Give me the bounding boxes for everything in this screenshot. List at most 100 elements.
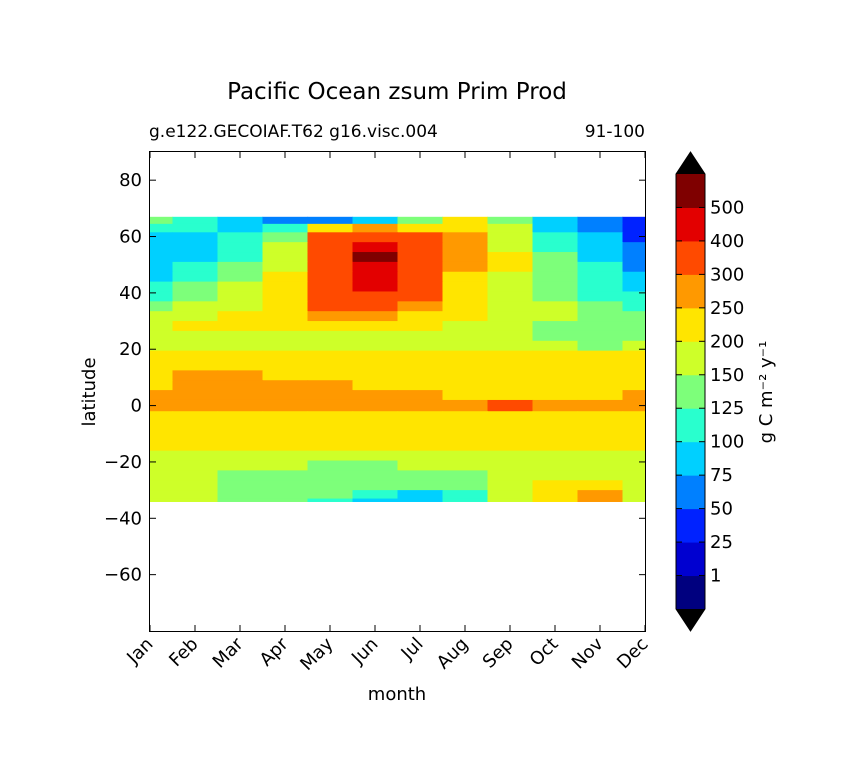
heatmap-cell <box>262 490 309 500</box>
heatmap-cell <box>150 421 174 432</box>
heatmap-cell <box>262 301 309 312</box>
heatmap-cell <box>487 216 534 225</box>
heatmap-cell <box>532 301 579 312</box>
heatmap-cell <box>172 450 219 462</box>
heatmap-cell <box>150 291 174 302</box>
heatmap-cell <box>352 232 399 243</box>
heatmap-cell <box>622 430 646 442</box>
colorbar-segment <box>676 274 705 309</box>
heatmap-cell <box>397 301 444 312</box>
heatmap-cell <box>487 301 534 312</box>
heatmap-cell <box>262 242 309 253</box>
heatmap-cell <box>532 450 579 462</box>
heatmap-cell <box>150 360 174 371</box>
heatmap-cell <box>442 411 489 422</box>
heatmap-cell <box>577 399 624 412</box>
colorbar-segment <box>676 475 705 510</box>
colorbar-tick-label: 400 <box>710 231 744 252</box>
heatmap-cell <box>172 321 219 332</box>
colorbar-segment <box>676 341 705 376</box>
heatmap-cell <box>352 370 399 381</box>
heatmap-cell <box>262 430 309 442</box>
heatmap-cell <box>217 261 264 273</box>
heatmap-cell <box>352 261 399 273</box>
heatmap-cell <box>442 291 489 302</box>
heatmap-cell <box>622 411 646 422</box>
heatmap-cell <box>622 450 646 462</box>
heatmap-cell <box>352 360 399 371</box>
heatmap-cell <box>262 223 309 233</box>
heatmap-cell <box>352 301 399 312</box>
heatmap-cell <box>532 261 579 273</box>
heatmap-cell <box>150 330 174 342</box>
heatmap-cell <box>172 232 219 243</box>
heatmap-cell <box>172 440 219 452</box>
heatmap-cell <box>487 340 534 352</box>
heatmap-cell <box>487 399 534 412</box>
heatmap-cell <box>217 450 264 462</box>
heatmap-cell <box>622 380 646 391</box>
heatmap-cell <box>352 411 399 422</box>
heatmap-cell <box>397 350 444 362</box>
heatmap-cell <box>397 330 444 342</box>
heatmap-cell <box>307 252 354 263</box>
heatmap-cell <box>532 430 579 442</box>
colorbar-segment <box>676 307 705 342</box>
heatmap-cell <box>532 490 579 500</box>
heatmap-cell <box>397 223 444 233</box>
heatmap-cell <box>622 216 646 225</box>
heatmap-cell <box>442 450 489 462</box>
heatmap-cell <box>487 281 534 293</box>
heatmap-cell <box>352 498 399 502</box>
heatmap-cell <box>577 216 624 225</box>
heatmap-cell <box>442 261 489 273</box>
heatmap-cell <box>262 271 309 283</box>
colorbar-tick-label: 25 <box>710 532 733 553</box>
heatmap-cell <box>487 370 534 381</box>
heatmap-cell <box>307 490 354 500</box>
x-tick-label: Oct <box>526 634 563 671</box>
heatmap-cell <box>352 252 399 263</box>
heatmap-cell <box>307 242 354 253</box>
heatmap-cell <box>622 223 646 233</box>
heatmap-cell <box>172 242 219 253</box>
plot-frame <box>149 151 646 632</box>
heatmap-cell <box>352 430 399 442</box>
heatmap-cell <box>487 421 534 432</box>
heatmap-cell <box>487 498 534 502</box>
heatmap-cell <box>397 311 444 322</box>
colorbar-tick-label: 250 <box>710 298 744 319</box>
heatmap-cell <box>262 498 309 502</box>
heatmap-cell <box>217 411 264 422</box>
heatmap-cell <box>217 271 264 283</box>
heatmap-cell <box>532 330 579 342</box>
heatmap-cell <box>150 261 174 273</box>
heatmap-cell <box>217 430 264 442</box>
heatmap-cell <box>307 340 354 352</box>
heatmap-cell <box>150 498 174 502</box>
heatmap-cell <box>532 390 579 401</box>
heatmap-cell <box>217 370 264 381</box>
heatmap-cell <box>262 399 309 412</box>
heatmap-cell <box>352 223 399 233</box>
heatmap-cell <box>622 360 646 371</box>
x-axis-label: month <box>368 684 426 705</box>
heatmap-cell <box>150 480 174 491</box>
heatmap-cell <box>172 360 219 371</box>
colorbar-tick-label: 75 <box>710 465 733 486</box>
heatmap-cell <box>217 223 264 233</box>
y-axis-label: latitude <box>79 357 100 426</box>
heatmap-cell <box>532 421 579 432</box>
x-tick-label: Jan <box>122 634 157 669</box>
heatmap-cell <box>352 399 399 412</box>
heatmap-cell <box>487 252 534 263</box>
heatmap-cell <box>622 480 646 491</box>
heatmap-cell <box>352 340 399 352</box>
heatmap-cell <box>532 311 579 322</box>
heatmap-cell <box>487 490 534 500</box>
x-tick-label: Jul <box>397 634 428 665</box>
heatmap-cell <box>352 450 399 462</box>
heatmap-cell <box>150 301 174 312</box>
heatmap-cell <box>217 340 264 352</box>
heatmap-cell <box>577 271 624 283</box>
